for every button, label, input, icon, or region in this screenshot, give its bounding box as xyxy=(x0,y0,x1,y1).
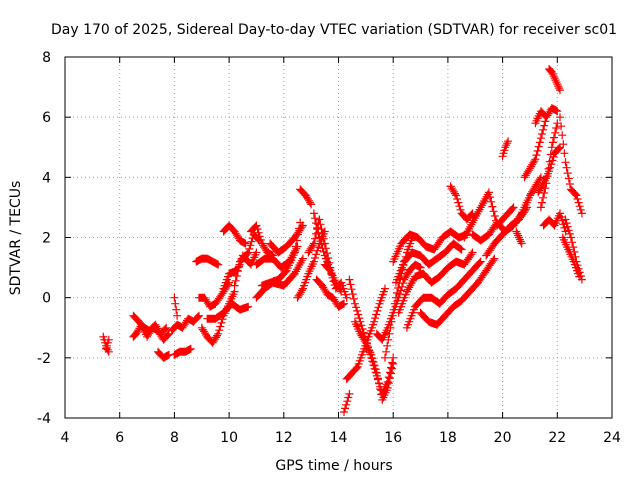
series-plus-markers xyxy=(99,65,586,416)
x-tick-label: 6 xyxy=(115,430,124,446)
x-tick-label: 24 xyxy=(603,430,621,446)
y-tick-label: -2 xyxy=(37,351,51,367)
chart-title: Day 170 of 2025, Sidereal Day-to-day VTE… xyxy=(51,22,617,38)
y-tick-label: -4 xyxy=(37,411,51,427)
y-tick-label: 6 xyxy=(42,110,51,126)
x-tick-label: 10 xyxy=(220,430,238,446)
y-axis-label: SDTVAR / TECUs xyxy=(8,181,24,296)
y-tick-label: 4 xyxy=(42,170,51,186)
x-axis-label: GPS time / hours xyxy=(275,458,392,474)
plot-frame xyxy=(64,56,613,419)
x-tick-label: 18 xyxy=(439,430,457,446)
y-tick-label: 0 xyxy=(42,291,51,307)
y-tick-label: 2 xyxy=(42,231,51,247)
x-tick-label: 4 xyxy=(61,430,70,446)
y-tick-label: 8 xyxy=(42,50,51,66)
x-tick-label: 14 xyxy=(330,430,348,446)
data-points xyxy=(99,65,586,416)
x-tick-label: 20 xyxy=(494,430,512,446)
x-tick-label: 22 xyxy=(548,430,566,446)
x-tick-label: 16 xyxy=(384,430,402,446)
x-tick-label: 12 xyxy=(275,430,293,446)
x-tick-label: 8 xyxy=(170,430,179,446)
